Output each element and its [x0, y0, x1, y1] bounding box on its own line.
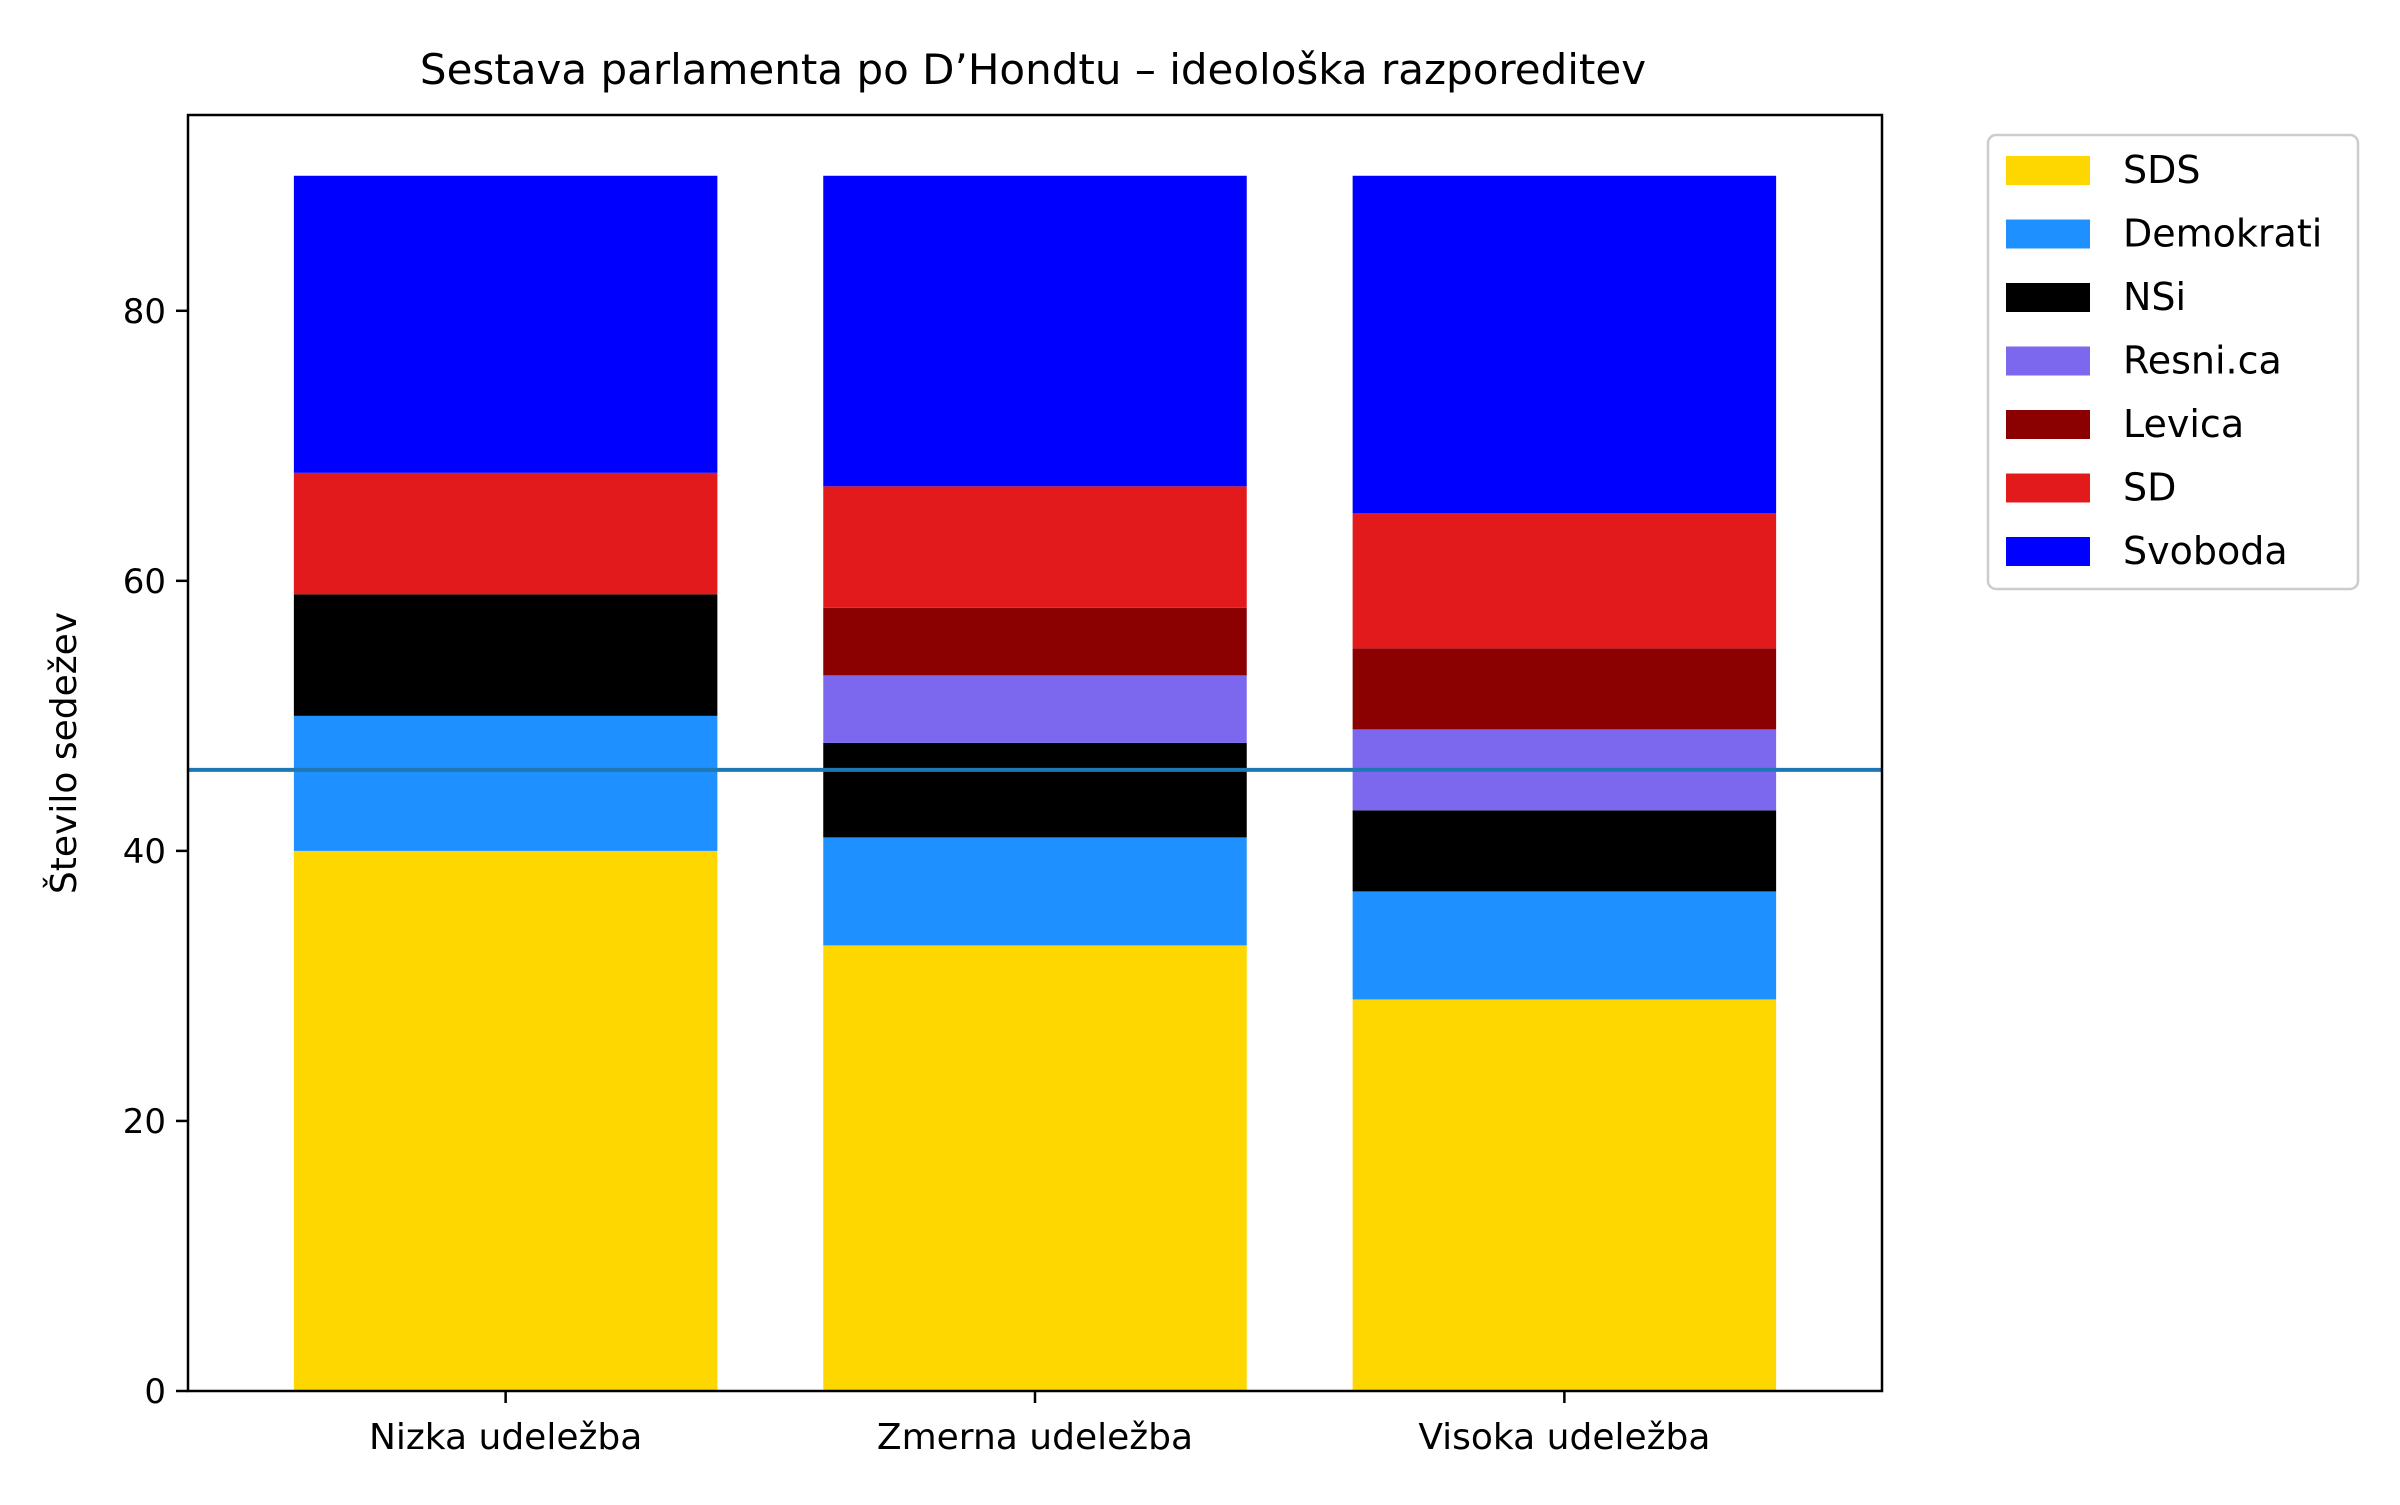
legend: SDS Demokrati NSi Resni.ca Levica SD Svoboda	[1986, 133, 2360, 591]
bar-segment-demokrati-1	[823, 837, 1247, 946]
bar-segment-svoboda-1	[823, 175, 1247, 487]
legend-label-sds: SDS	[2123, 148, 2201, 192]
bar-segment-resni-ca-1	[823, 675, 1247, 743]
legend-label-demokrati: Demokrati	[2123, 212, 2322, 256]
legend-label-sd: SD	[2123, 466, 2176, 510]
bar-segment-svoboda-2	[1352, 175, 1777, 514]
y-tick-label: 80	[123, 292, 166, 332]
legend-swatch-levica	[2006, 410, 2090, 439]
legend-swatch-demokrati	[2006, 219, 2090, 249]
chart-title: Sestava parlamenta po D’Hondtu – ideološ…	[420, 45, 1646, 94]
x-tick-label: Zmerna udeležba	[877, 1417, 1193, 1458]
bar-segment-demokrati-0	[293, 715, 718, 851]
bar-segment-svoboda-0	[293, 175, 718, 473]
legend-label-resni-ca: Resni.ca	[2123, 339, 2282, 383]
y-tick-label: 0	[144, 1372, 166, 1412]
bar-segment-sds-1	[823, 945, 1247, 1391]
bar-segment-sd-1	[823, 486, 1247, 608]
legend-label-nsi: NSi	[2123, 275, 2186, 319]
bar-segment-nsi-2	[1352, 810, 1777, 892]
bar-segment-nsi-0	[293, 594, 718, 716]
bar-segment-levica-2	[1352, 648, 1777, 730]
bar-segment-levica-1	[823, 607, 1247, 676]
bar-segment-sds-2	[1352, 999, 1777, 1391]
legend-label-levica: Levica	[2123, 402, 2244, 446]
x-axis: Nizka udeležba Zmerna udeležba Visoka udel…	[369, 1391, 1710, 1458]
legend-swatch-sd	[2006, 473, 2090, 503]
y-axis-label: Število sedežev	[43, 612, 85, 894]
bar-segment-sd-2	[1352, 513, 1777, 649]
y-tick-label: 40	[123, 832, 166, 872]
bars-layer	[293, 175, 1777, 1391]
bar-segment-nsi-1	[823, 742, 1247, 838]
legend-swatch-sds	[2006, 156, 2090, 185]
bar-segment-sd-0	[293, 472, 718, 595]
y-axis: 0 20 40 60 80	[123, 292, 188, 1412]
y-tick-label: 20	[123, 1102, 166, 1142]
legend-swatch-nsi	[2006, 283, 2090, 312]
x-tick-label: Visoka udeležba	[1418, 1417, 1710, 1458]
y-tick-label: 60	[123, 562, 166, 602]
bar-segment-sds-0	[293, 850, 718, 1391]
legend-label-svoboda: Svoboda	[2123, 529, 2288, 573]
x-tick-label: Nizka udeležba	[369, 1417, 642, 1458]
legend-swatch-svoboda	[2006, 537, 2090, 566]
legend-swatch-resni-ca	[2006, 346, 2090, 376]
bar-segment-demokrati-2	[1352, 891, 1777, 1000]
